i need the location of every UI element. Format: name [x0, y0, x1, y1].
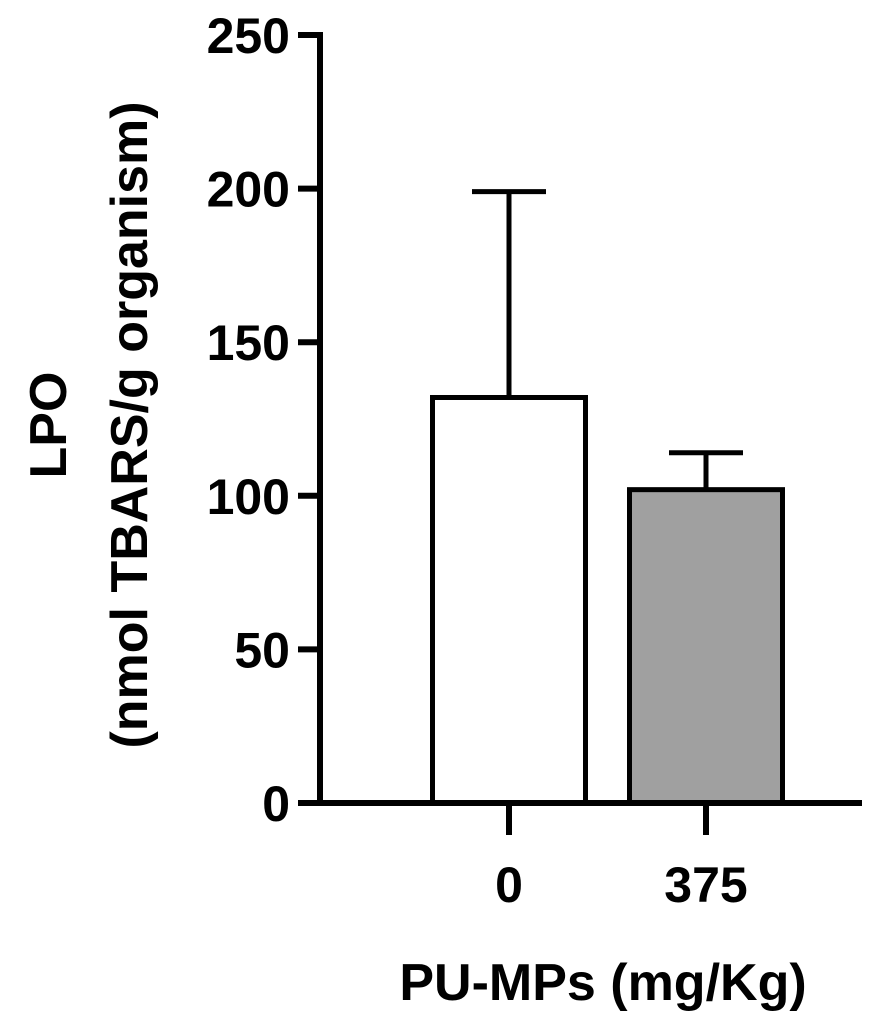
- bars-layer: [430, 394, 785, 806]
- error-bars-layer: [472, 189, 743, 490]
- y-tick-label: 50: [234, 622, 290, 678]
- bar-0: [430, 394, 588, 806]
- error-bar-0: [472, 189, 546, 398]
- bar-375: [627, 487, 785, 806]
- y-tick-label: 0: [262, 776, 290, 832]
- x-axis-title: PU-MPs (mg/Kg): [399, 954, 806, 1012]
- x-tick-label: 0: [495, 857, 523, 913]
- y-tick-label: 100: [207, 469, 290, 525]
- x-tick-labels: 0 375: [495, 857, 748, 913]
- error-bar-375: [669, 450, 743, 490]
- x-tick-label: 375: [664, 857, 747, 913]
- y-tick-label: 250: [207, 8, 290, 64]
- axes-layer: [298, 32, 862, 835]
- y-axis-title-line1: LPO: [20, 372, 78, 479]
- y-tick-label: 200: [207, 162, 290, 218]
- y-tick-labels: 0 50 100 150 200 250: [207, 8, 290, 832]
- y-tick-label: 150: [207, 315, 290, 371]
- y-axis-title-line2: (nmol TBARS/g organism): [101, 101, 159, 748]
